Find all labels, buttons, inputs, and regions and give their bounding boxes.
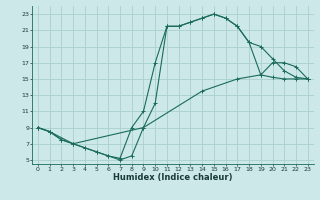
X-axis label: Humidex (Indice chaleur): Humidex (Indice chaleur) [113,173,233,182]
